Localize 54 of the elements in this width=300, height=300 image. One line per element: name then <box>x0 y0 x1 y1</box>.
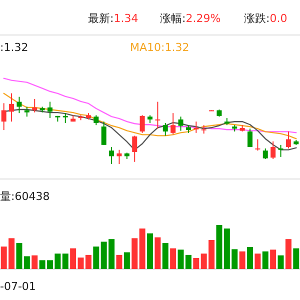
bar <box>293 248 300 269</box>
candlestick <box>132 135 138 162</box>
bar <box>70 248 76 269</box>
candlestick <box>94 114 99 126</box>
candlestick <box>278 144 284 158</box>
bar <box>24 256 30 269</box>
candlestick <box>32 98 38 113</box>
bar <box>16 243 22 269</box>
candlestick <box>270 140 276 160</box>
bar <box>216 225 222 269</box>
bar <box>147 233 153 269</box>
bar <box>270 250 276 269</box>
candlestick <box>262 148 268 160</box>
bar <box>254 254 261 269</box>
text: -07-01 <box>0 280 36 293</box>
candlestick <box>109 146 114 164</box>
text: 量:60438 <box>0 190 50 203</box>
bar <box>239 251 246 269</box>
candlestick <box>140 114 145 134</box>
bar <box>262 251 268 269</box>
candlestick <box>9 92 14 122</box>
candlestick <box>286 130 291 149</box>
candlestick <box>155 101 160 130</box>
bar <box>139 228 146 269</box>
bar <box>285 239 292 269</box>
bar <box>116 254 122 269</box>
text: MA10:1.32 <box>130 41 190 54</box>
bar <box>93 246 100 269</box>
bar <box>162 243 168 269</box>
text: 最新:1.34 <box>88 12 138 25</box>
candlestick <box>194 121 199 134</box>
bar <box>154 237 161 269</box>
candlestick <box>170 112 176 135</box>
candlestick <box>62 112 68 124</box>
candlestick <box>248 128 252 148</box>
bar <box>32 255 38 269</box>
candlestick <box>178 116 184 132</box>
bar <box>124 252 130 269</box>
candlestick <box>48 101 52 119</box>
bar <box>62 254 68 269</box>
text: 涨跌:0.0 <box>244 12 288 25</box>
bar <box>132 238 138 269</box>
bar <box>278 255 284 269</box>
text: :1.32 <box>0 41 28 54</box>
bar <box>170 248 176 269</box>
candlestick <box>1 102 6 131</box>
candlestick <box>255 138 260 152</box>
text: 涨幅:2.29% <box>160 12 221 25</box>
candlestick <box>101 121 106 146</box>
candlestick <box>16 96 22 114</box>
bar <box>193 258 200 269</box>
bar <box>247 247 253 269</box>
candlestick <box>162 122 168 136</box>
candlestick <box>24 106 30 118</box>
